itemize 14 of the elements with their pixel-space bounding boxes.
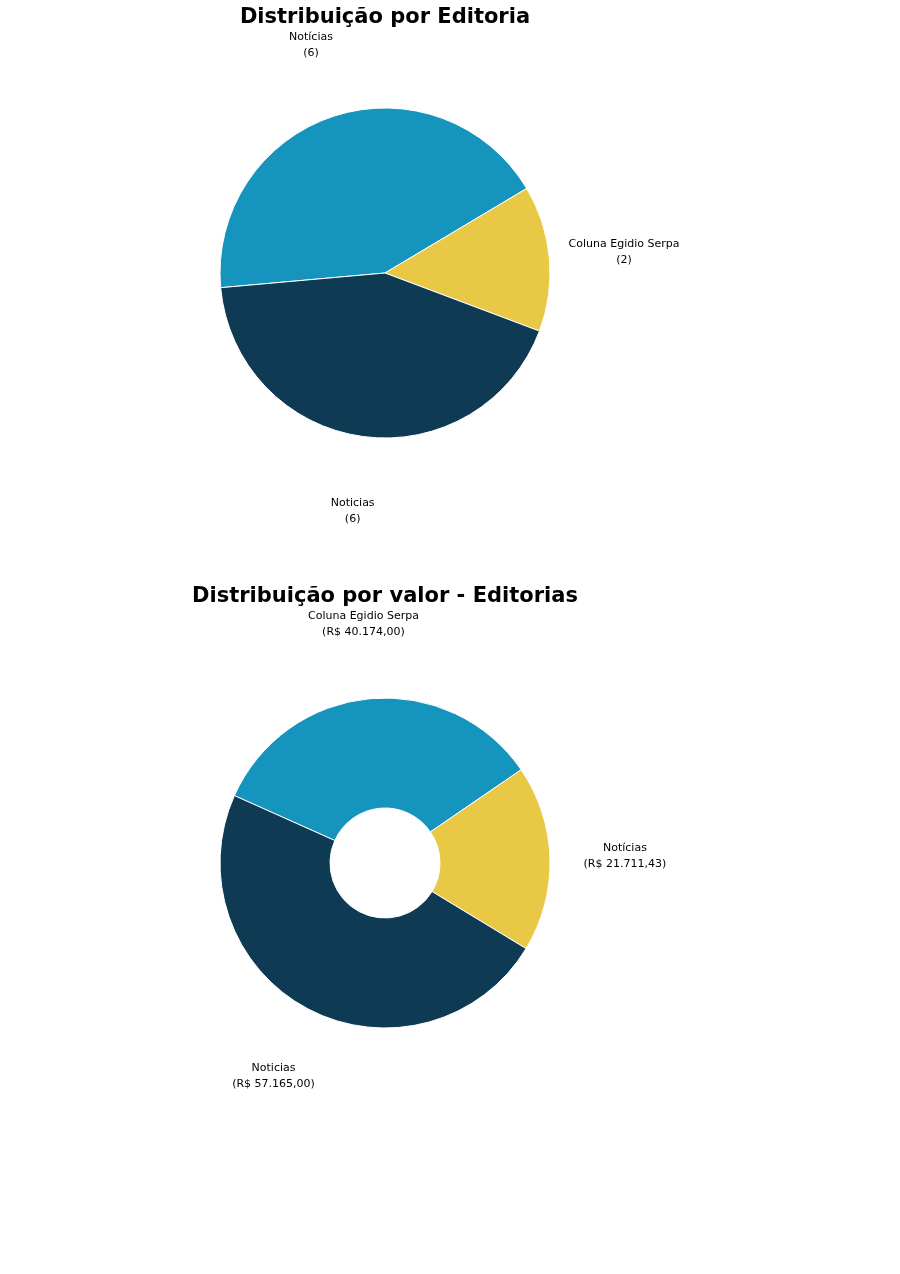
chart-title: Distribuição por valor - Editorias: [192, 582, 578, 607]
data-label: (R$ 21.711,43): [583, 857, 667, 871]
data-label: (6): [303, 45, 319, 59]
data-label: (R$ 57.165,00): [232, 1076, 315, 1090]
slice-label: Notícias: [602, 841, 648, 855]
slice-label: Noticias: [330, 495, 375, 509]
slice-label: Noticias: [251, 1060, 296, 1074]
slice-label: Coluna Egidio Serpa: [308, 608, 419, 622]
data-label: (2): [616, 252, 632, 266]
slice-label: Coluna Egidio Serpa: [568, 236, 680, 250]
chart-title: Distribuição por Editoria: [239, 3, 531, 28]
data-label: (6): [344, 511, 361, 525]
data-label: (R$ 40.174,00): [322, 624, 405, 638]
slice-label: Notícias: [289, 29, 334, 43]
